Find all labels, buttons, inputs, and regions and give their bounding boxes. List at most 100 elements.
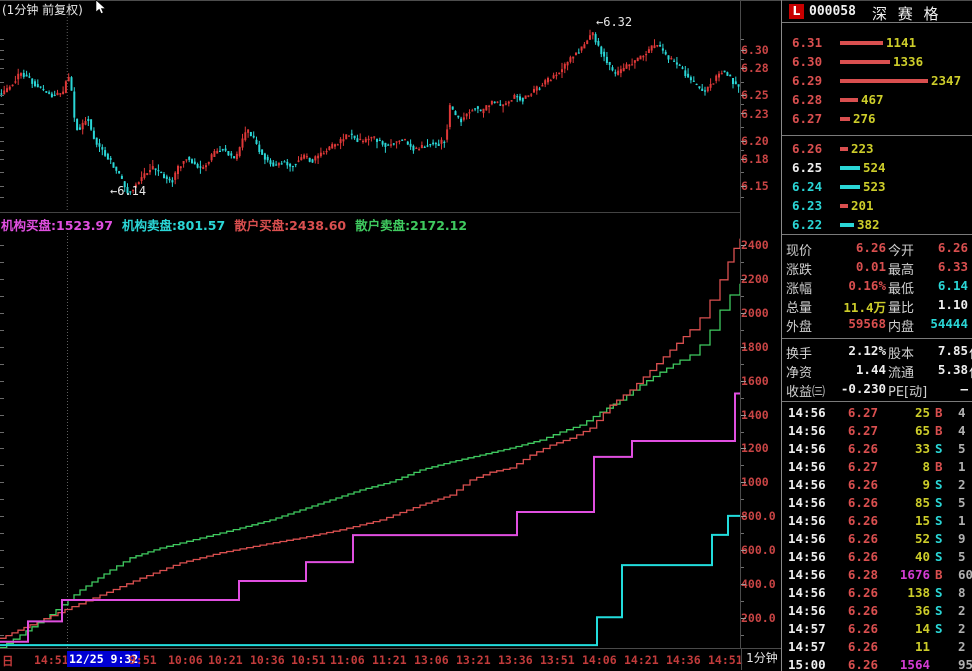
ask-price: 6.28	[792, 92, 823, 107]
time-axis-label: 14:51	[708, 653, 743, 667]
bid-volume: 201	[851, 198, 874, 213]
ask-volume: 1141	[886, 35, 917, 50]
axis-tick-left	[0, 245, 4, 246]
quote-row: 收益㈢ -0.230 PE[动] —	[782, 379, 972, 400]
axis-tick-left	[0, 499, 4, 500]
tick-time: 14:57	[788, 621, 826, 636]
time-axis-label: 14:21	[624, 653, 659, 667]
tick-row: 14:56 6.27 8 B 1	[782, 457, 972, 475]
separator	[782, 234, 972, 235]
tick-volume: 14	[914, 621, 930, 636]
bid-volume-bar	[840, 166, 860, 170]
ask-row[interactable]: 6.28 467	[782, 90, 972, 109]
tick-price: 6.26	[847, 621, 878, 636]
value-axis-label: 1000	[741, 475, 769, 490]
quote-row: 换手 2.12%股本 7.85亿	[782, 341, 972, 362]
candlestick-chart[interactable]	[0, 14, 740, 213]
axis-tick	[741, 197, 744, 198]
axis-tick	[741, 584, 746, 585]
value-axis-label: 1400	[741, 407, 769, 422]
axis-tick	[741, 482, 746, 483]
tick-direction: S	[935, 549, 943, 564]
quote-label: PE[动]	[888, 385, 928, 400]
quote-value: 11.4万	[843, 300, 886, 315]
ask-volume-bar	[840, 41, 883, 45]
quote-value: 6.26	[937, 240, 968, 255]
bid-row[interactable]: 6.25 524	[782, 158, 972, 177]
price-axis-label: 6.18	[741, 151, 769, 166]
tick-volume: 11	[914, 639, 930, 654]
value-axis-label: 400.0	[741, 577, 776, 592]
day-mode-button[interactable]: 日	[2, 654, 14, 668]
price-axis-label: 6.20	[741, 133, 769, 148]
tick-volume: 85	[914, 495, 930, 510]
axis-tick	[741, 296, 744, 297]
tick-count: 1	[958, 513, 966, 528]
bid-row[interactable]: 6.26 223	[782, 139, 972, 158]
ask-row[interactable]: 6.27 276	[782, 109, 972, 128]
axis-tick-left	[0, 550, 4, 551]
tick-time: 14:56	[788, 531, 826, 546]
tick-count: 5	[958, 441, 966, 456]
tick-row: 14:56 6.26 40 S 5	[782, 547, 972, 565]
tick-count: 2	[958, 603, 966, 618]
tick-time: 14:56	[788, 603, 826, 618]
quote-row: 现价 6.26 今开 6.26	[782, 238, 972, 259]
ask-row[interactable]: 6.29 2347	[782, 71, 972, 90]
tick-volume: 1676	[899, 567, 930, 582]
tick-time: 14:56	[788, 513, 826, 528]
tick-row: 14:56 6.26 138 S 8	[782, 583, 972, 601]
cumulative-lines-chart[interactable]	[0, 233, 740, 648]
axis-tick	[741, 381, 746, 382]
price-axis-label: 6.15	[741, 178, 769, 193]
axis-tick-left	[0, 432, 4, 433]
quote-label: 涨跌	[786, 263, 813, 278]
tick-direction: B	[935, 405, 943, 420]
indicator-legend: 机构买盘:1523.97 机构卖盘:801.57 散户买盘:2438.60 散户卖盘:…	[1, 215, 740, 233]
tick-volume: 33	[914, 441, 930, 456]
period-selector[interactable]: 1分钟	[741, 648, 782, 670]
tick-row: 14:56 6.26 15 S 1	[782, 511, 972, 529]
tick-count: 2	[958, 621, 966, 636]
axis-tick	[741, 533, 744, 534]
bid-volume-bar	[840, 223, 854, 227]
bid-price: 6.26	[792, 141, 823, 156]
quote-value: 6.33	[937, 259, 968, 274]
quote-value: —	[960, 381, 968, 396]
panel-divider	[0, 212, 740, 213]
tick-row: 14:56 6.26 85 S 5	[782, 493, 972, 511]
ask-row[interactable]: 6.31 1141	[782, 33, 972, 52]
bid-volume: 524	[863, 160, 886, 175]
axis-tick-left	[0, 465, 4, 466]
quote-value: 1.10	[937, 297, 968, 312]
axis-tick	[741, 141, 746, 142]
tick-volume: 25	[914, 405, 930, 420]
tick-price: 6.26	[847, 495, 878, 510]
tick-price: 6.27	[847, 405, 878, 420]
quote-label: 收益㈢	[786, 385, 826, 400]
axis-tick-left	[0, 448, 4, 449]
quote-value: 54444	[930, 316, 968, 331]
bid-row[interactable]: 6.22 382	[782, 215, 972, 234]
quote-label: 内盘	[888, 320, 915, 335]
bid-row[interactable]: 6.23 201	[782, 196, 972, 215]
day-high-annotation: ←6.32	[596, 15, 633, 29]
axis-tick-left	[0, 364, 4, 365]
axis-tick	[741, 113, 746, 114]
axis-tick-left	[0, 39, 4, 40]
time-axis-label: 13:21	[456, 653, 491, 667]
separator	[782, 22, 972, 23]
bid-volume: 223	[851, 141, 874, 156]
ask-row[interactable]: 6.30 1336	[782, 52, 972, 71]
axis-tick-left	[0, 330, 4, 331]
axis-tick-left	[0, 50, 4, 51]
tick-price: 6.27	[847, 459, 878, 474]
tick-count: 2	[958, 639, 966, 654]
axis-tick	[741, 95, 746, 96]
prev-session-time-label: 14:51	[34, 653, 69, 667]
bid-row[interactable]: 6.24 523	[782, 177, 972, 196]
ask-price: 6.31	[792, 35, 823, 50]
ask-volume: 276	[853, 111, 876, 126]
mouse-cursor-icon	[95, 0, 107, 15]
tick-count: 9	[958, 531, 966, 546]
